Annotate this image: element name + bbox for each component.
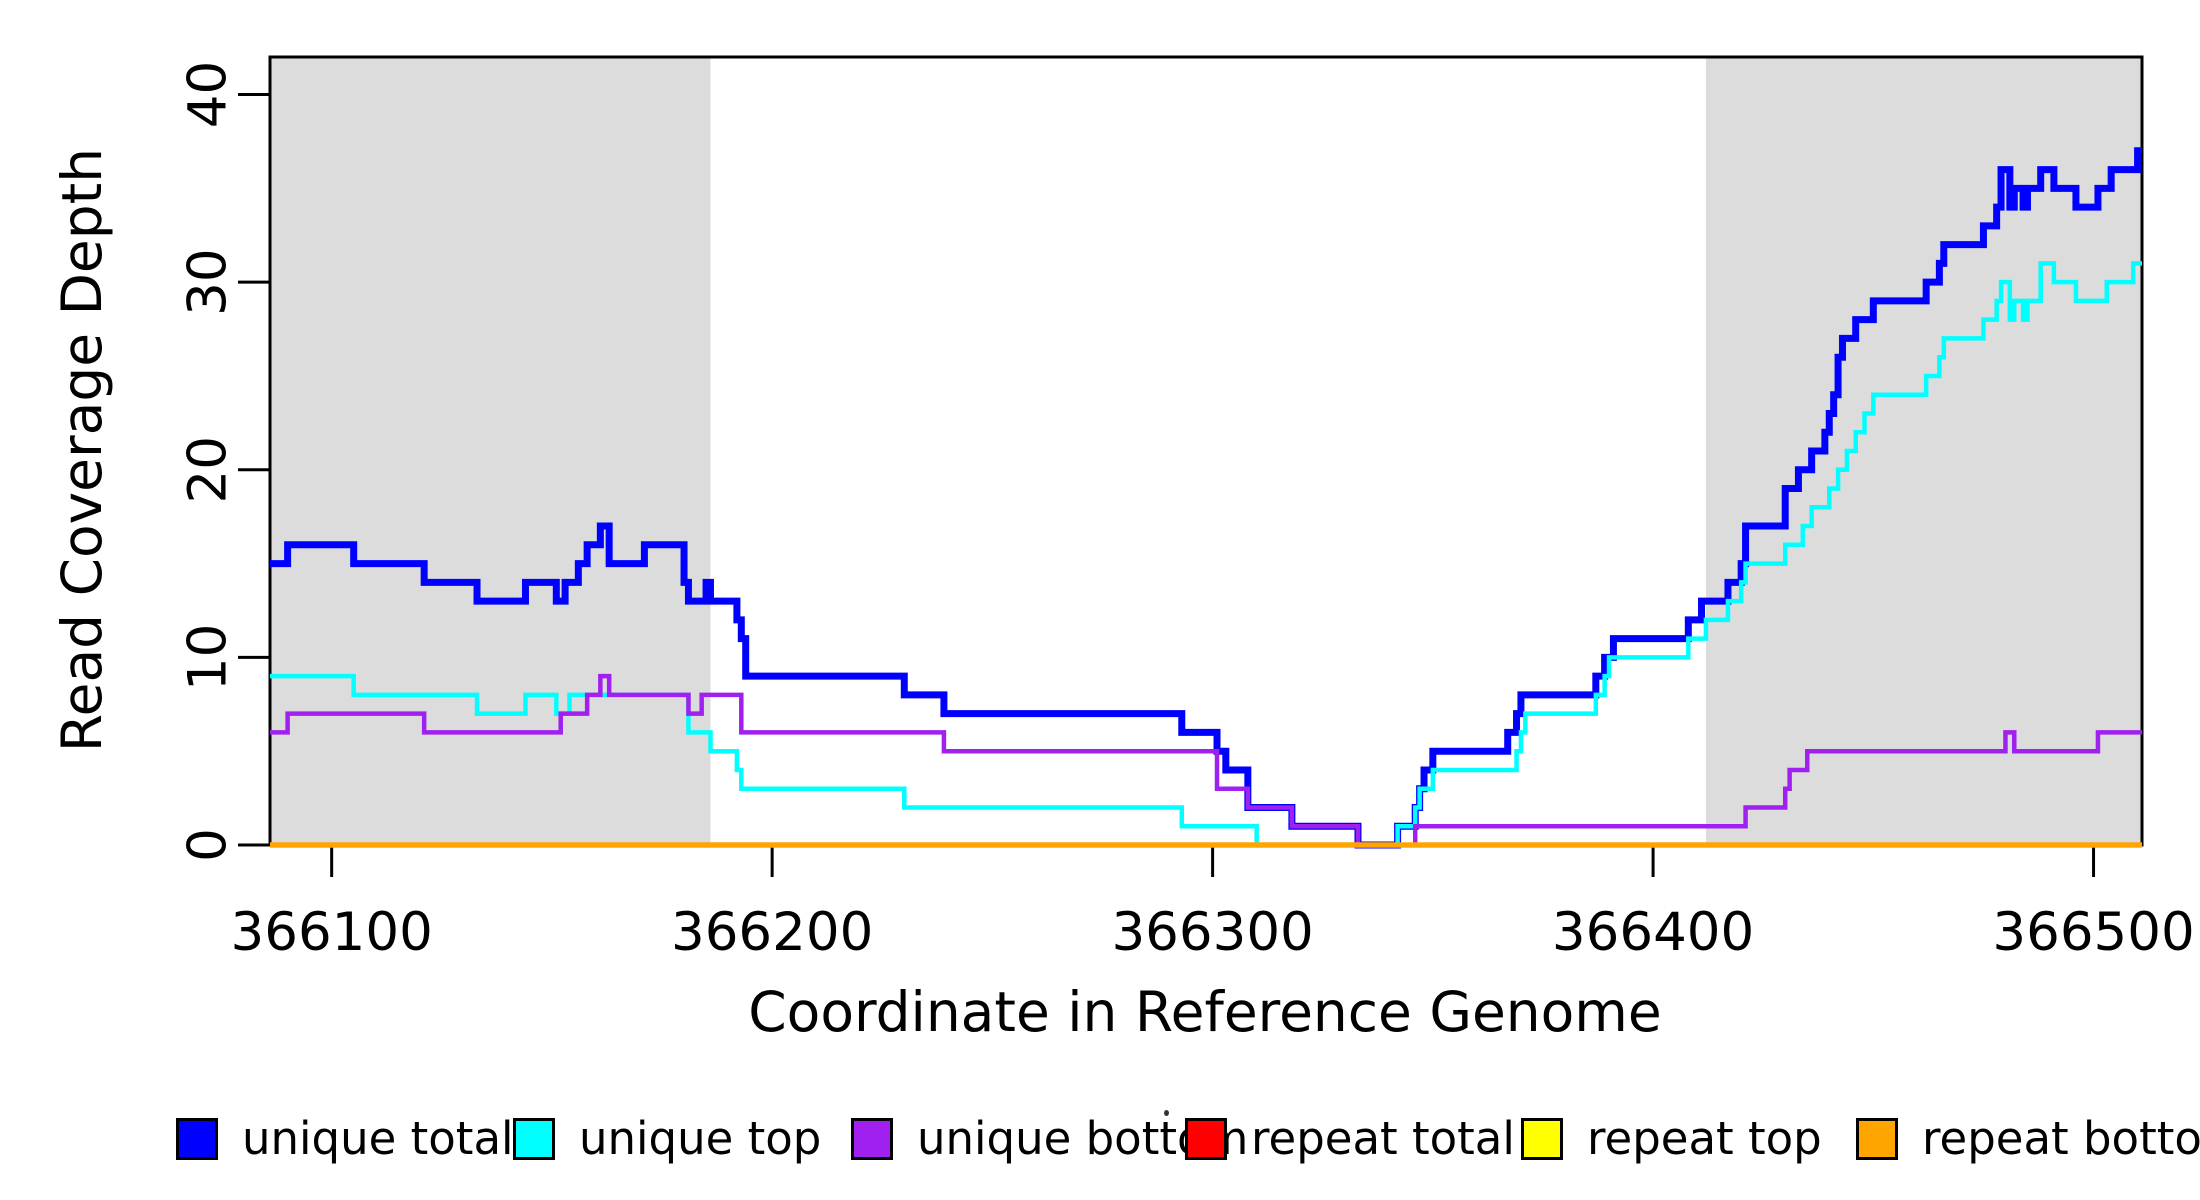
legend-swatch-icon — [513, 1117, 555, 1160]
legend-label: repeat total — [1251, 1112, 1515, 1165]
legend-item-unique-top: unique top — [513, 1112, 821, 1165]
legend-item-unique-total: unique total — [176, 1112, 514, 1165]
series-group — [270, 147, 2142, 849]
shaded-region-0 — [270, 57, 711, 845]
x-axis-title: Coordinate in Reference Genome — [748, 980, 1662, 1044]
legend-swatch-icon — [176, 1117, 218, 1160]
y-tick-label: 40 — [178, 61, 239, 128]
x-tick-label: 366400 — [1552, 902, 1754, 963]
series-unique-top — [270, 261, 2142, 848]
x-tick-label: 366500 — [1992, 902, 2194, 963]
x-tick-label: 366300 — [1111, 902, 1313, 963]
legend-label: repeat top — [1587, 1112, 1822, 1165]
series-unique-bottom — [270, 673, 2142, 848]
legend-item-repeat-total: repeat total — [1185, 1112, 1515, 1165]
legend-swatch-icon — [851, 1117, 893, 1160]
legend-swatch-icon — [1185, 1117, 1227, 1160]
legend-label: unique top — [579, 1112, 822, 1165]
y-tick-label: 10 — [178, 624, 239, 691]
y-tick-label: 0 — [178, 828, 239, 862]
legend-label: unique total — [242, 1112, 514, 1165]
series-unique-total — [270, 147, 2142, 849]
legend-item-repeat-bottom: repeat bottom — [1856, 1112, 2200, 1165]
x-tick-label: 366200 — [671, 902, 873, 963]
legend-label: repeat bottom — [1922, 1112, 2200, 1165]
stray-dot-artifact — [1164, 1110, 1169, 1116]
legend-swatch-icon — [1856, 1117, 1898, 1160]
y-tick-label: 30 — [178, 248, 239, 315]
shaded-region-1 — [1705, 57, 2142, 845]
y-tick-label: 20 — [178, 436, 239, 503]
x-tick-label: 366100 — [231, 902, 433, 963]
legend-swatch-icon — [1521, 1117, 1563, 1160]
y-axis-title: Read Coverage Depth — [50, 147, 114, 753]
legend-item-repeat-top: repeat top — [1521, 1112, 1822, 1165]
